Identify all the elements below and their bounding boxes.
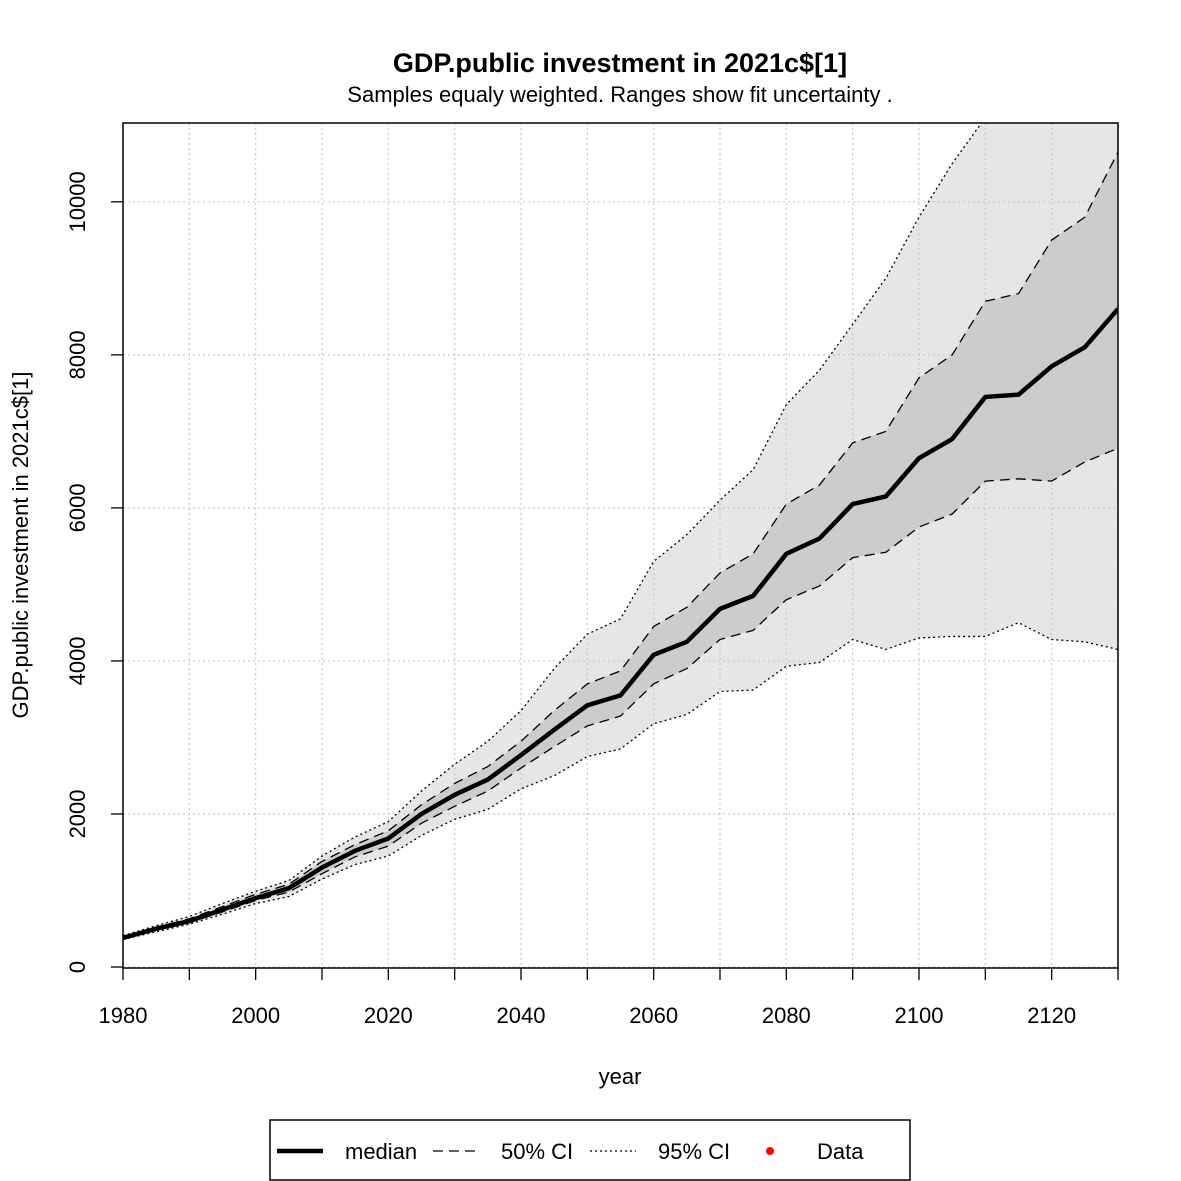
legend-box xyxy=(269,1119,911,1181)
series-line xyxy=(123,151,1118,938)
chart-title: GDP.public investment in 2021c$[1] xyxy=(393,48,847,78)
y-tick-label: 6000 xyxy=(65,483,90,532)
series-line xyxy=(123,447,1118,940)
series-line xyxy=(123,307,1118,941)
x-tick-label: 2020 xyxy=(364,1003,413,1028)
series-line xyxy=(123,123,983,937)
x-tick-label: 2060 xyxy=(629,1003,678,1028)
x-tick-label: 2100 xyxy=(895,1003,944,1028)
axes: 1980 2000 2020 2040 2060 2080 2100 2120 0 2000 400… xyxy=(65,122,1119,1028)
y-tick-label: 4000 xyxy=(65,636,90,685)
y-tick-label: 0 xyxy=(65,961,90,973)
x-tick-label: 2040 xyxy=(497,1003,546,1028)
x-tick-label: 2000 xyxy=(231,1003,280,1028)
legend-label: Data xyxy=(817,1139,864,1164)
series-line xyxy=(123,622,1118,941)
x-tick-label: 1980 xyxy=(99,1003,148,1028)
x-axis-title: year xyxy=(599,1064,642,1089)
legend-label: 50% CI xyxy=(501,1139,573,1164)
plot-area xyxy=(123,123,1118,968)
x-tick-label: 2080 xyxy=(762,1003,811,1028)
legend-label: median xyxy=(345,1139,417,1164)
x-tick-label: 2120 xyxy=(1027,1003,1076,1028)
y-axis-title: GDP.public investment in 2021c$[1] xyxy=(8,372,33,719)
chart-subtitle: Samples equaly weighted. Ranges show fit… xyxy=(347,82,892,107)
plot-border xyxy=(122,122,1119,969)
y-tick-label: 10000 xyxy=(65,171,90,232)
legend-label: 95% CI xyxy=(658,1139,730,1164)
y-tick-label: 2000 xyxy=(65,789,90,838)
legend-swatch xyxy=(766,1147,774,1155)
y-tick-label: 8000 xyxy=(65,330,90,379)
legend: median 50% CI 95% CI Data xyxy=(277,1139,864,1164)
ci-band xyxy=(123,123,1118,940)
